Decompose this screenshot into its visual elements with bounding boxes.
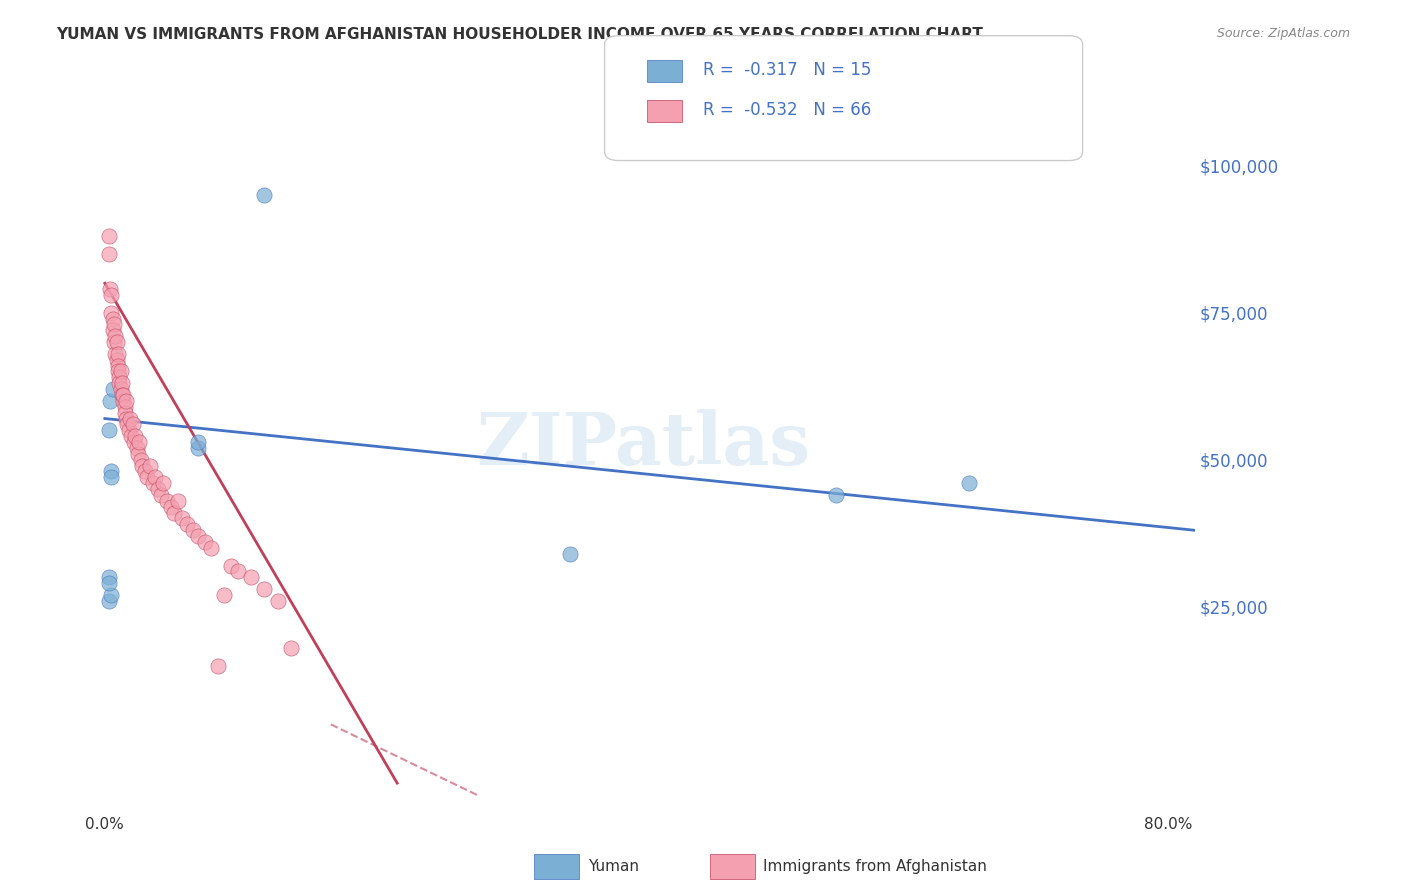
Point bbox=[108, 370, 131, 384]
Point bbox=[122, 435, 145, 450]
Point bbox=[266, 594, 288, 608]
Point bbox=[156, 493, 179, 508]
Point bbox=[110, 364, 132, 378]
Point bbox=[187, 441, 209, 455]
Point bbox=[824, 488, 846, 502]
Point bbox=[136, 470, 159, 484]
Point bbox=[280, 640, 302, 655]
Point bbox=[104, 329, 127, 343]
Point bbox=[131, 458, 153, 473]
Point bbox=[118, 423, 141, 437]
Point bbox=[104, 347, 127, 361]
Point bbox=[107, 347, 129, 361]
Point bbox=[200, 541, 222, 555]
Point bbox=[103, 334, 125, 349]
Point bbox=[114, 406, 136, 420]
Point bbox=[253, 582, 276, 596]
Point bbox=[167, 493, 190, 508]
Point bbox=[207, 658, 229, 673]
Point bbox=[105, 352, 128, 367]
Point bbox=[97, 576, 120, 591]
Point bbox=[240, 570, 263, 584]
Point bbox=[214, 588, 236, 602]
Point bbox=[101, 311, 124, 326]
Point bbox=[97, 423, 120, 437]
Point bbox=[100, 465, 122, 479]
Point bbox=[111, 376, 134, 391]
Point bbox=[142, 476, 165, 491]
Point bbox=[129, 452, 152, 467]
Point bbox=[100, 288, 122, 302]
Point bbox=[124, 429, 146, 443]
Point bbox=[146, 482, 169, 496]
Point bbox=[181, 523, 204, 537]
Text: R =  -0.317   N = 15: R = -0.317 N = 15 bbox=[703, 61, 872, 78]
Point bbox=[139, 458, 162, 473]
Point bbox=[105, 334, 128, 349]
Text: ZIPatlas: ZIPatlas bbox=[477, 409, 810, 481]
Point bbox=[110, 382, 132, 396]
Point bbox=[120, 429, 142, 443]
Point bbox=[100, 588, 122, 602]
Point bbox=[125, 441, 148, 455]
Point bbox=[100, 306, 122, 320]
Point bbox=[97, 247, 120, 261]
Text: Yuman: Yuman bbox=[588, 859, 638, 873]
Point bbox=[115, 393, 138, 408]
Point bbox=[97, 229, 120, 244]
Point bbox=[187, 529, 209, 543]
Point bbox=[98, 282, 121, 296]
Point bbox=[98, 393, 121, 408]
Point bbox=[120, 411, 142, 425]
Text: YUMAN VS IMMIGRANTS FROM AFGHANISTAN HOUSEHOLDER INCOME OVER 65 YEARS CORRELATIO: YUMAN VS IMMIGRANTS FROM AFGHANISTAN HOU… bbox=[56, 27, 983, 42]
Point bbox=[111, 388, 134, 402]
Point bbox=[134, 465, 156, 479]
Point bbox=[112, 393, 135, 408]
Point bbox=[160, 500, 183, 514]
Point bbox=[143, 470, 166, 484]
Point bbox=[101, 382, 124, 396]
Point bbox=[115, 411, 138, 425]
Point bbox=[152, 476, 174, 491]
Point bbox=[187, 435, 209, 450]
Point bbox=[226, 565, 249, 579]
Point bbox=[170, 511, 193, 525]
Point bbox=[117, 417, 139, 432]
Point bbox=[219, 558, 242, 573]
Point bbox=[97, 570, 120, 584]
Point bbox=[107, 359, 129, 373]
Text: Source: ZipAtlas.com: Source: ZipAtlas.com bbox=[1216, 27, 1350, 40]
Point bbox=[128, 435, 150, 450]
Point bbox=[112, 388, 135, 402]
Point bbox=[100, 470, 122, 484]
Point bbox=[163, 506, 186, 520]
Point bbox=[114, 400, 136, 414]
Point bbox=[121, 417, 143, 432]
Point bbox=[957, 476, 980, 491]
Point bbox=[127, 447, 149, 461]
Point bbox=[149, 488, 172, 502]
Point bbox=[107, 364, 129, 378]
Point bbox=[193, 535, 215, 549]
Point bbox=[103, 318, 125, 332]
Point bbox=[558, 547, 581, 561]
Point bbox=[97, 594, 120, 608]
Point bbox=[253, 188, 276, 202]
Text: R =  -0.532   N = 66: R = -0.532 N = 66 bbox=[703, 101, 872, 119]
Point bbox=[108, 376, 131, 391]
Point bbox=[176, 517, 198, 532]
Point bbox=[101, 323, 124, 337]
Text: Immigrants from Afghanistan: Immigrants from Afghanistan bbox=[763, 859, 987, 873]
